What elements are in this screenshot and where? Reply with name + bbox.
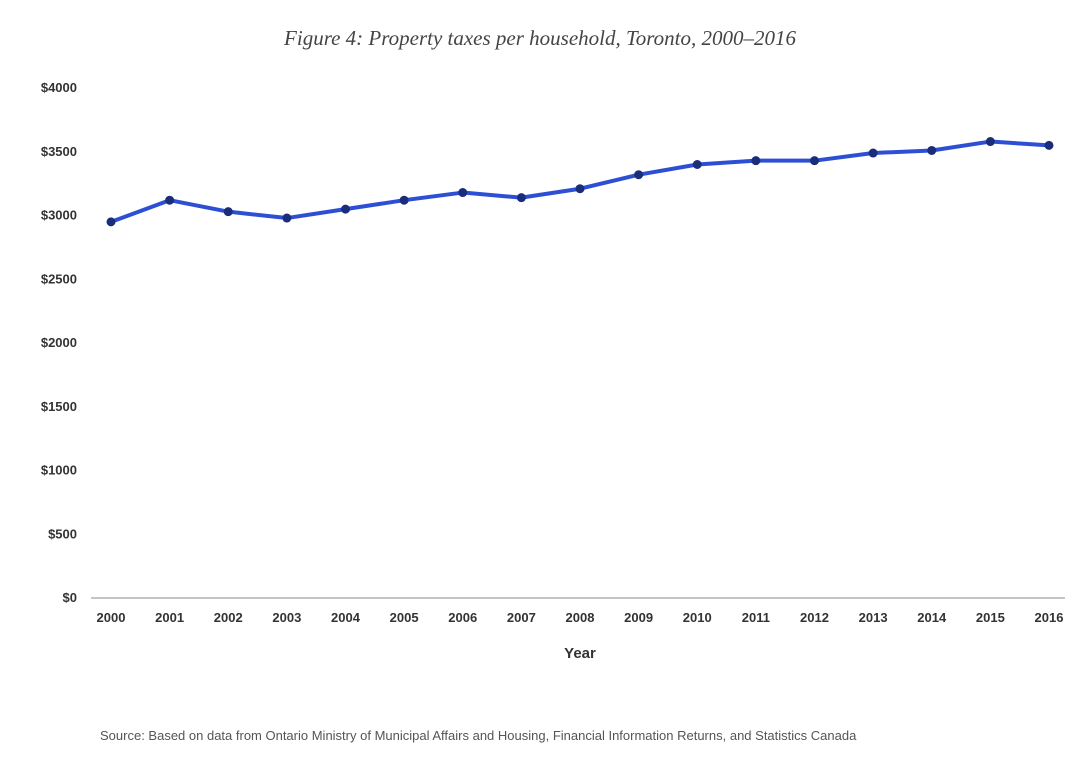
data-point [1045, 141, 1054, 150]
data-point [400, 196, 409, 205]
data-point [634, 170, 643, 179]
x-tick-label: 2009 [624, 610, 653, 625]
y-tick-label: $3500 [41, 144, 77, 159]
chart-svg: $0 $500 $1000 $1500 $2000 $2500 $3000 $3500 $400… [0, 0, 1080, 774]
source-note: Source: Based on data from Ontario Minis… [100, 728, 856, 743]
x-tick-label: 2002 [214, 610, 243, 625]
y-tick-label: $3000 [41, 208, 77, 223]
data-point [458, 188, 467, 197]
x-tick-label: 2008 [566, 610, 595, 625]
x-tick-label: 2000 [97, 610, 126, 625]
y-tick-label: $2000 [41, 335, 77, 350]
x-tick-label: 2016 [1035, 610, 1064, 625]
data-point [517, 193, 526, 202]
chart-area: $0 $500 $1000 $1500 $2000 $2500 $3000 $3500 $400… [0, 0, 1080, 774]
data-point [810, 156, 819, 165]
series-line [111, 142, 1049, 222]
x-tick-label: 2011 [742, 610, 770, 625]
data-point [869, 149, 878, 158]
x-tick-label: 2015 [976, 610, 1005, 625]
data-point [107, 217, 116, 226]
data-point [341, 205, 350, 214]
x-tick-label: 2004 [331, 610, 361, 625]
y-tick-label: $1000 [41, 463, 77, 478]
y-tick-label: $500 [48, 526, 77, 541]
x-axis-title: Year [564, 645, 596, 662]
x-tick-label: 2003 [272, 610, 301, 625]
y-tick-label: $4000 [41, 80, 77, 95]
x-tick-label: 2001 [155, 610, 184, 625]
x-tick-label: 2013 [859, 610, 888, 625]
x-tick-label: 2012 [800, 610, 829, 625]
data-point [224, 207, 233, 216]
x-tick-label: 2010 [683, 610, 712, 625]
data-point [751, 156, 760, 165]
data-point [986, 137, 995, 146]
x-tick-label: 2014 [917, 610, 947, 625]
x-tick-label: 2005 [390, 610, 419, 625]
x-tick-label: 2006 [448, 610, 477, 625]
y-tick-label: $2500 [41, 271, 77, 286]
data-point [282, 214, 291, 223]
y-tick-label: $0 [63, 590, 77, 605]
y-tick-label: $1500 [41, 399, 77, 414]
data-point [165, 196, 174, 205]
data-point [927, 146, 936, 155]
data-point [693, 160, 702, 169]
x-tick-label: 2007 [507, 610, 536, 625]
data-point [576, 184, 585, 193]
